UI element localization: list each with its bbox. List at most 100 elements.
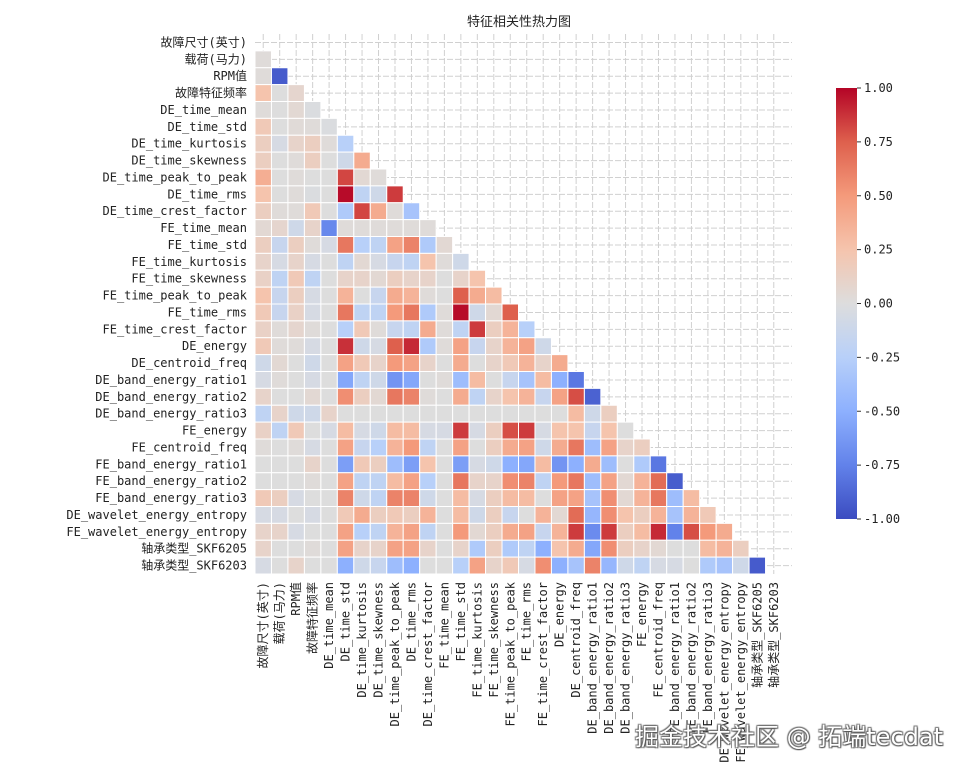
heatmap-cell (550, 472, 569, 491)
heatmap-cell (320, 421, 338, 440)
heatmap-cell (666, 539, 684, 558)
heatmap-cell (534, 522, 552, 541)
x-tick-label: FE_band_energy_ratio3 (701, 582, 715, 734)
heatmap-cell (254, 320, 272, 339)
heatmap-cell (567, 371, 585, 389)
heatmap-cell (320, 286, 338, 305)
heatmap-cell (682, 506, 701, 524)
y-tick-label: FE_time_std (168, 238, 247, 252)
heatmap-cell (699, 539, 717, 558)
heatmap-cell (303, 286, 322, 305)
heatmap-cell (402, 236, 421, 254)
heatmap-cell (468, 438, 487, 457)
heatmap-cell (699, 506, 717, 524)
heatmap-cell (419, 455, 437, 474)
heatmap-cell (386, 472, 404, 491)
heatmap-cell (386, 337, 404, 356)
heatmap-cell (649, 556, 668, 575)
heatmap-cell (616, 455, 635, 474)
heatmap-cell (666, 506, 684, 524)
heatmap-cell (715, 522, 734, 541)
heatmap-cell (583, 539, 602, 558)
heatmap-cell (435, 337, 454, 356)
heatmap-cell (320, 202, 338, 221)
heatmap-cell (468, 387, 487, 406)
heatmap-cell (583, 489, 602, 507)
colorbar-tick-label: 1.00 (864, 81, 893, 95)
heatmap-cell (270, 472, 289, 491)
heatmap-cell (550, 421, 569, 440)
heatmap-cell (501, 522, 519, 541)
heatmap-cell (353, 421, 371, 440)
heatmap-cell (518, 371, 536, 389)
heatmap-cell (303, 337, 322, 356)
y-tick-label: FE_band_energy_ratio3 (95, 491, 247, 505)
heatmap-cell (452, 371, 470, 389)
heatmap-cell (485, 472, 503, 491)
heatmap-cell (468, 337, 487, 356)
heatmap-cell (386, 438, 404, 457)
heatmap-cell (435, 371, 454, 389)
heatmap-cell (320, 506, 338, 524)
heatmap-cell (468, 320, 487, 339)
y-tick-label: FE_time_peak_to_peak (103, 289, 248, 303)
heatmap-cell (369, 252, 388, 271)
heatmap-cell (682, 539, 701, 558)
heatmap-cell (518, 506, 536, 524)
heatmap-cell (435, 539, 454, 558)
heatmap-cell (353, 236, 371, 254)
heatmap-cell (336, 236, 355, 254)
y-tick-label: FE_centroid_freq (131, 440, 247, 454)
x-tick-label: DE_time_skewness (372, 582, 386, 698)
heatmap-cell (468, 303, 487, 322)
heatmap-cell (732, 556, 750, 575)
heatmap-cell (600, 506, 618, 524)
heatmap-cell (369, 539, 388, 558)
heatmap-cell (320, 387, 338, 406)
x-tick-label: DE_energy (553, 582, 567, 647)
heatmap-cell (287, 455, 305, 474)
heatmap-cell (567, 539, 585, 558)
heatmap-cell (435, 252, 454, 271)
heatmap-cell (567, 472, 585, 491)
heatmap-cell (386, 489, 404, 507)
heatmap-cell (583, 387, 602, 406)
heatmap-cell (518, 387, 536, 406)
heatmap-cell (270, 556, 289, 575)
x-tick-label: FE_centroid_freq (651, 582, 665, 698)
heatmap-cell (616, 506, 635, 524)
heatmap-cell (633, 522, 651, 541)
heatmap-cell (435, 404, 454, 423)
heatmap-cell (270, 117, 289, 136)
heatmap-cell (402, 337, 421, 356)
heatmap-cell (435, 354, 454, 372)
heatmap-cell (501, 438, 519, 457)
heatmap-cell (320, 438, 338, 457)
y-tick-label: FE_band_energy_ratio1 (95, 457, 247, 471)
heatmap-cell (452, 269, 470, 288)
heatmap-cell (386, 404, 404, 423)
heatmap-cell (303, 219, 322, 237)
heatmap-cell (419, 404, 437, 423)
heatmap-cell (303, 252, 322, 271)
heatmap-cell (353, 387, 371, 406)
heatmap-cell (386, 185, 404, 204)
heatmap-cell (419, 472, 437, 491)
heatmap-cell (369, 438, 388, 457)
heatmap-cell (402, 556, 421, 575)
heatmap-cell (386, 236, 404, 254)
heatmap-cell (435, 556, 454, 575)
heatmap-cell (287, 489, 305, 507)
heatmap-cell (254, 354, 272, 372)
heatmap-cell (616, 438, 635, 457)
heatmap-cell (303, 539, 322, 558)
heatmap-cell (402, 219, 421, 237)
heatmap-cell (550, 556, 569, 575)
heatmap-cell (435, 286, 454, 305)
heatmap-cell (270, 252, 289, 271)
heatmap-cell (386, 252, 404, 271)
heatmap-cell (303, 101, 322, 119)
heatmap-cell (336, 320, 355, 339)
heatmap-cell (320, 354, 338, 372)
heatmap-cell (386, 303, 404, 322)
